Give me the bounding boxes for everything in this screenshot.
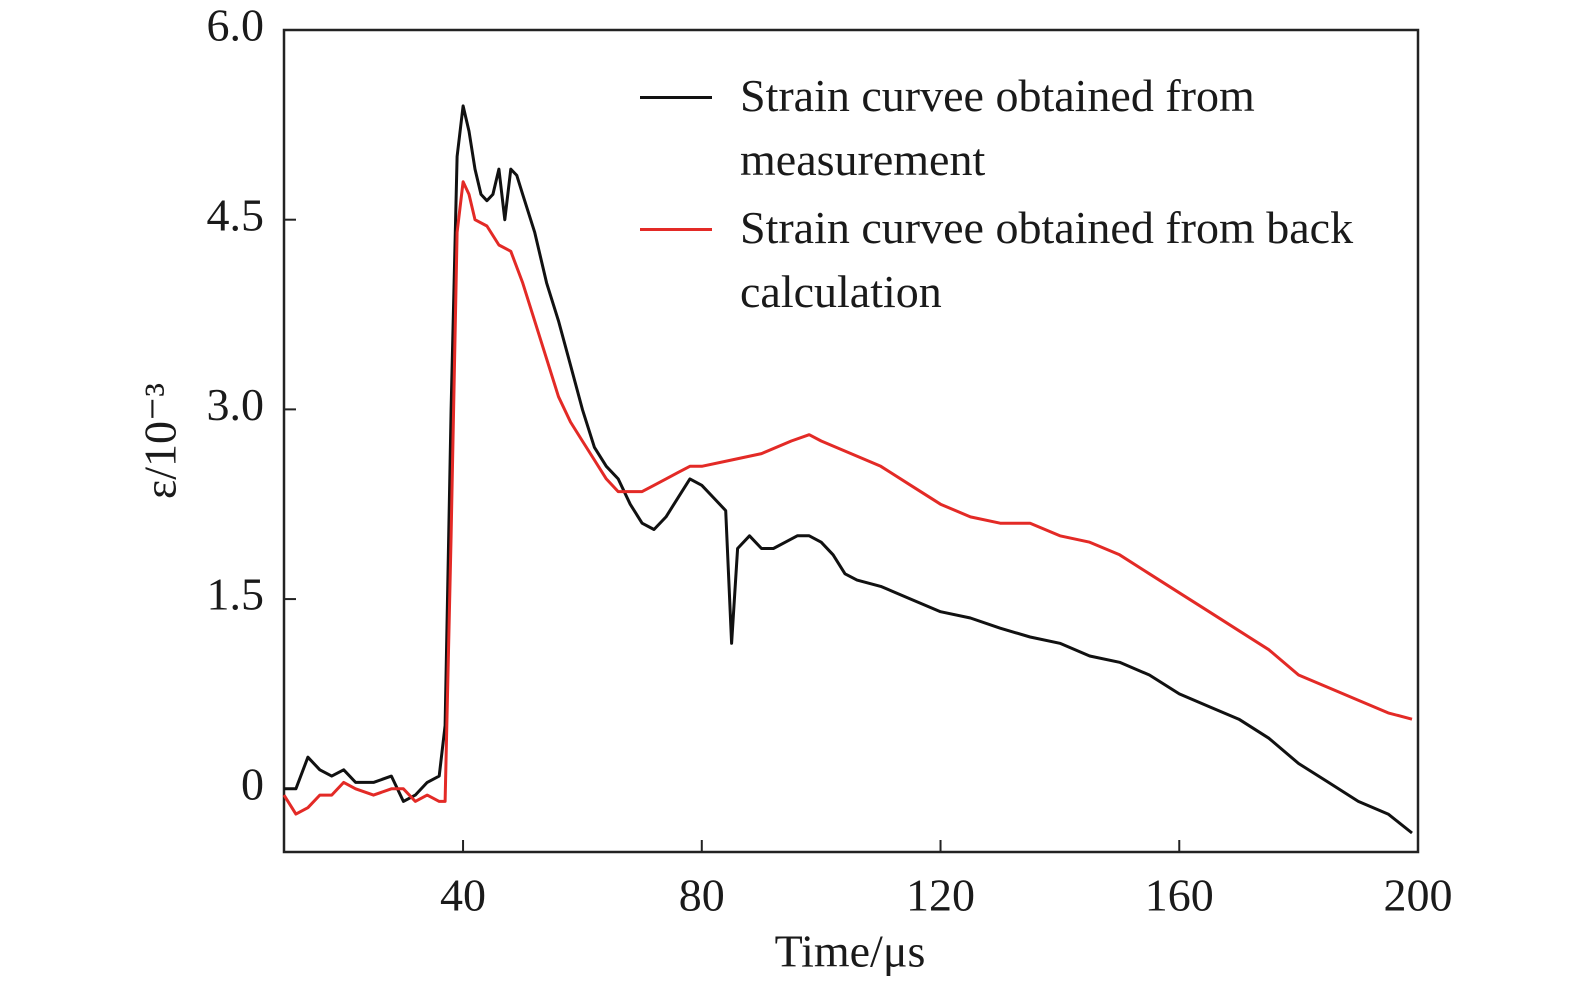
x-tick-label: 160 <box>1145 870 1214 921</box>
legend-swatch <box>640 96 712 99</box>
x-tick-label: 120 <box>906 870 975 921</box>
y-axis-label: ε/10⁻³ <box>135 383 186 499</box>
legend-label: Strain curvee obtained from measurement <box>740 70 1255 185</box>
x-axis-label: Time/μs <box>775 926 926 977</box>
y-tick-label: 6.0 <box>207 0 265 51</box>
y-tick-label: 4.5 <box>207 189 265 240</box>
x-tick-label: 80 <box>679 870 725 921</box>
y-tick-label: 0 <box>241 758 264 809</box>
legend-label: Strain curvee obtained from back calcula… <box>740 202 1354 317</box>
y-tick-label: 1.5 <box>207 569 265 620</box>
legend-entry: Strain curvee obtained from back calcula… <box>640 196 1400 324</box>
legend-entry: Strain curvee obtained from measurement <box>640 64 1400 192</box>
x-tick-label: 200 <box>1384 870 1453 921</box>
legend: Strain curvee obtained from measurement S… <box>640 64 1400 328</box>
plot-frame <box>282 28 1420 854</box>
data-line <box>282 180 1413 816</box>
x-tick-label: 40 <box>440 870 486 921</box>
y-tick-label: 3.0 <box>207 379 265 430</box>
legend-swatch <box>640 228 712 231</box>
data-line <box>284 104 1413 835</box>
